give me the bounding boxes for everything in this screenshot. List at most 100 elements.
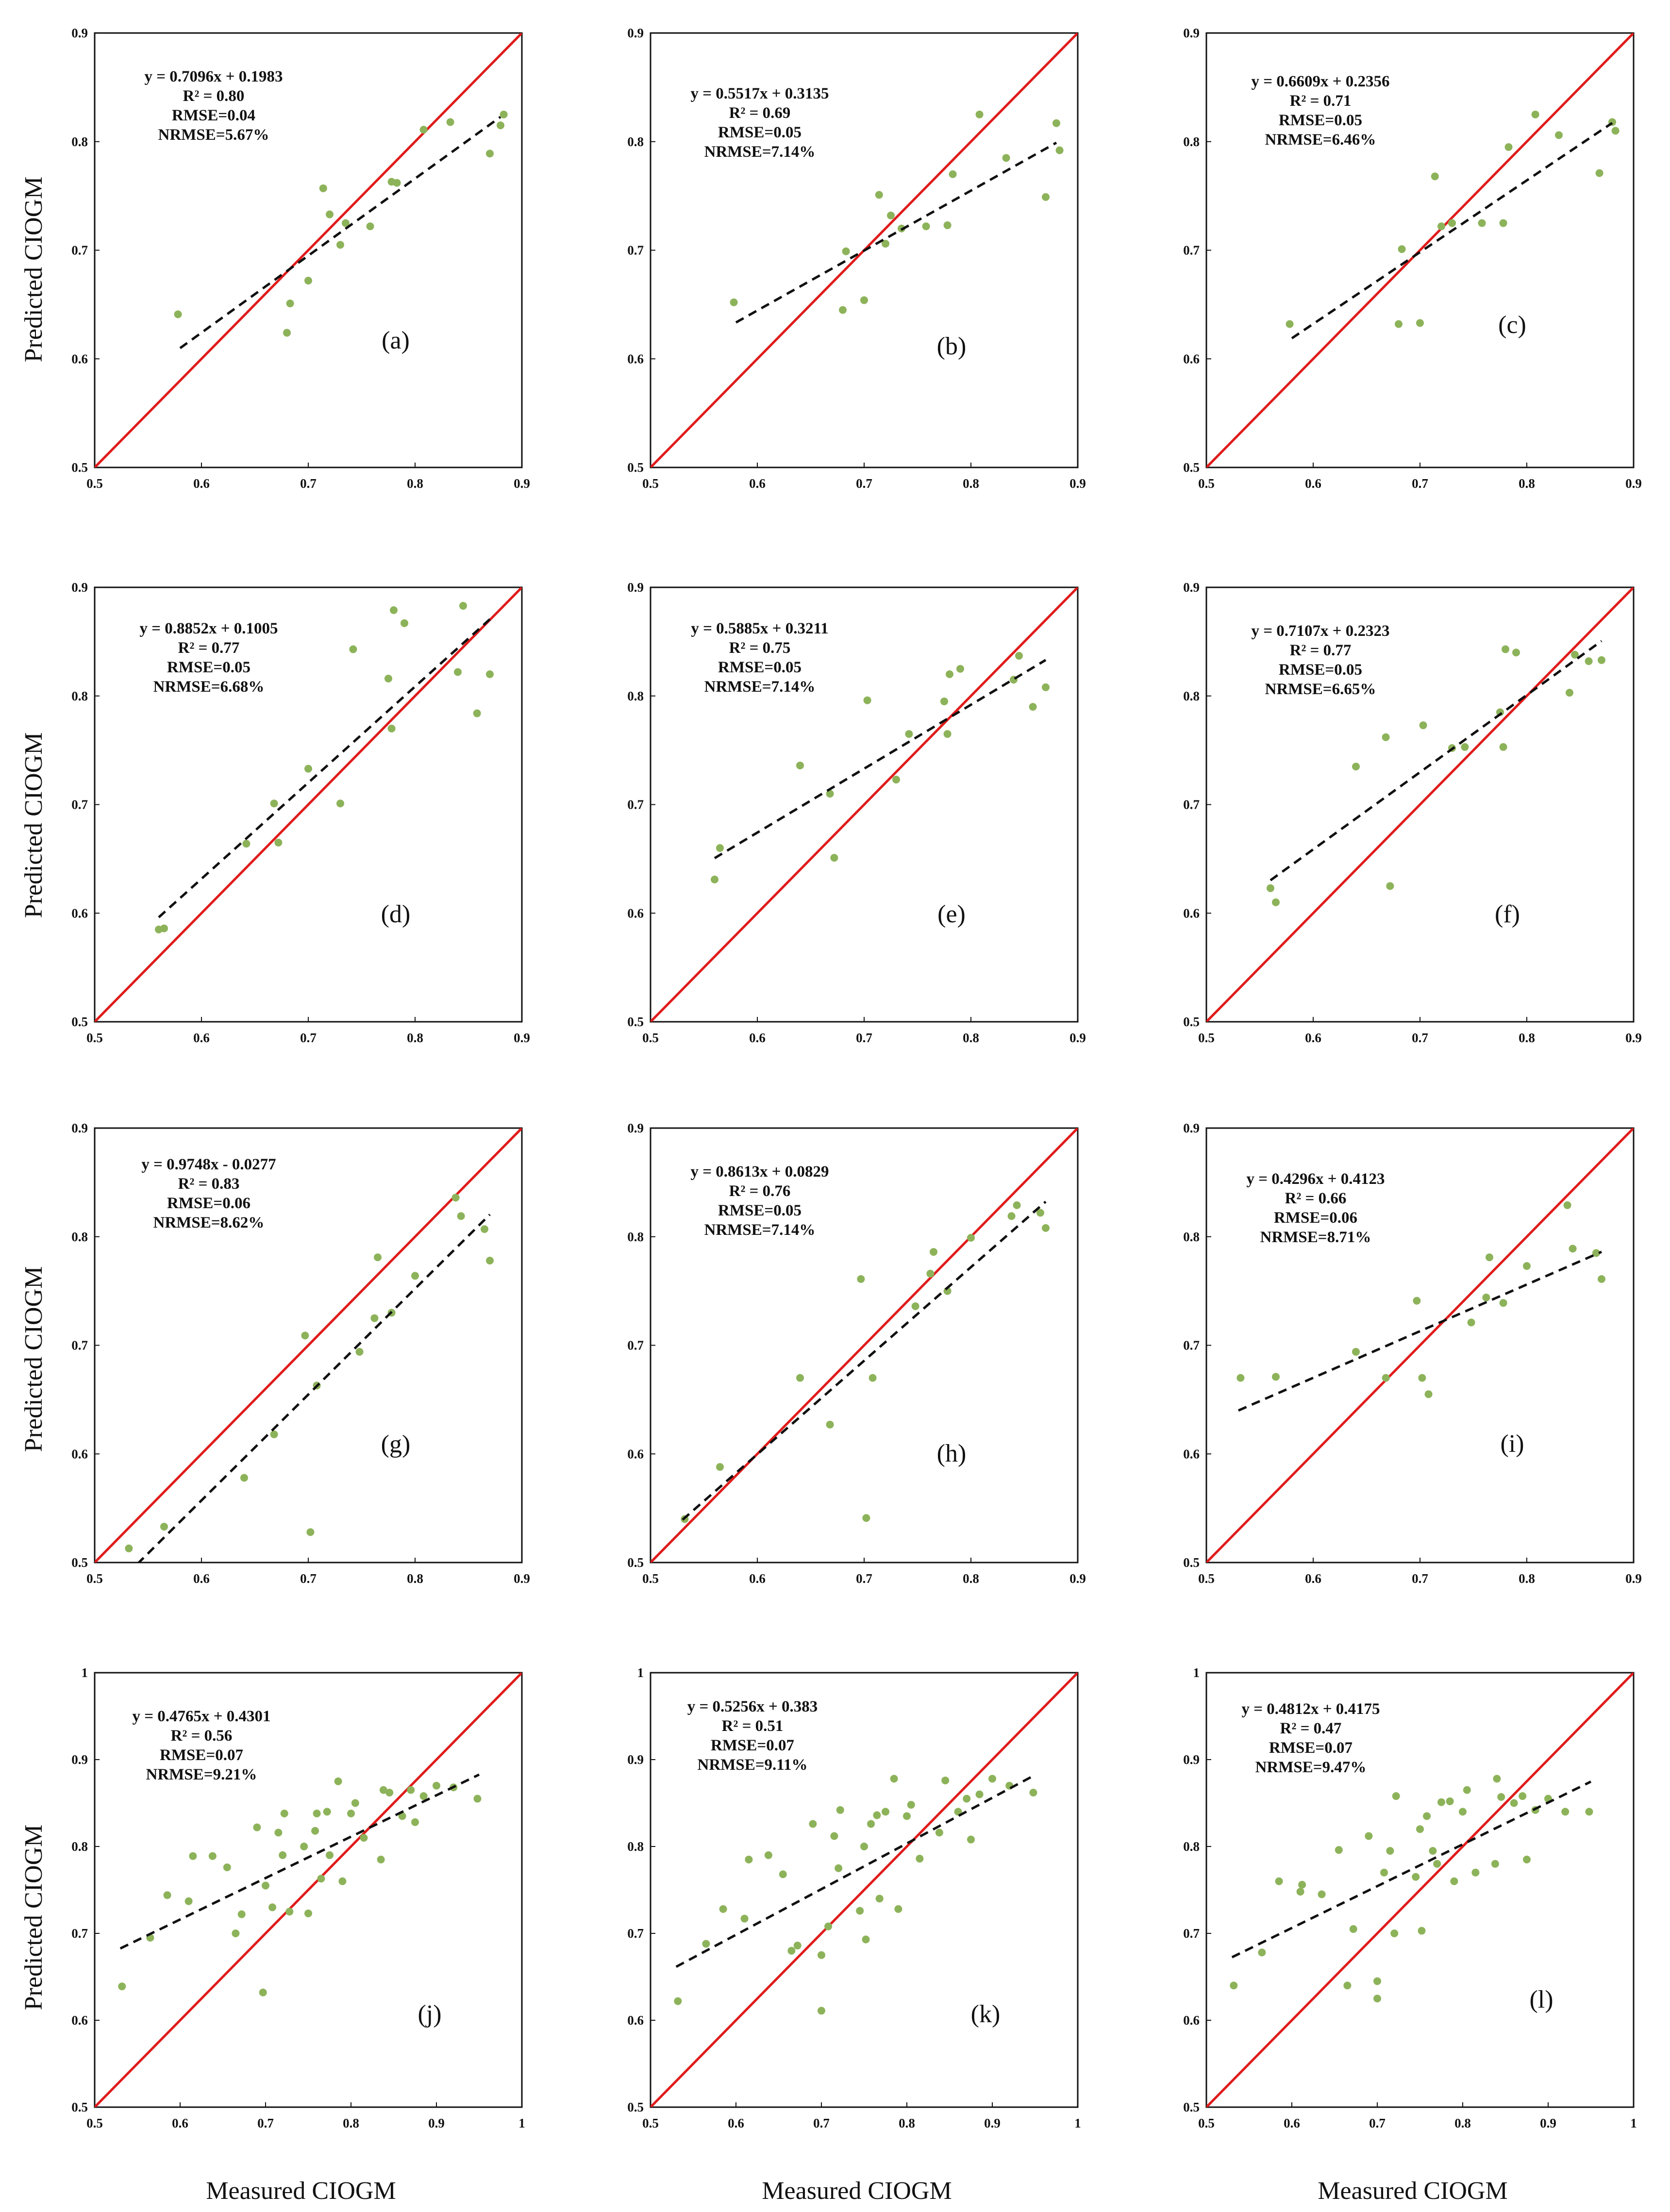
stats-annotation: NRMSE=7.14% — [704, 143, 816, 161]
y-tick-label: 0.9 — [627, 26, 644, 40]
data-point — [259, 1988, 267, 1996]
x-tick-label: 0.6 — [1305, 476, 1321, 491]
data-point — [905, 730, 913, 738]
data-point — [349, 645, 357, 653]
data-point — [1523, 1262, 1531, 1270]
panel-label: (b) — [937, 333, 967, 360]
identity-line — [651, 1673, 1078, 2107]
data-point — [875, 1895, 884, 1903]
data-point — [274, 1829, 283, 1837]
data-point — [719, 1905, 727, 1913]
y-tick-label: 0.9 — [71, 580, 88, 595]
y-tick-label: 0.7 — [627, 1926, 644, 1941]
y-tick-label: 0.5 — [627, 460, 644, 475]
data-point — [826, 1420, 834, 1429]
stats-annotation: R² = 0.56 — [171, 1727, 233, 1745]
data-point — [473, 709, 481, 717]
data-point — [1493, 1775, 1501, 1783]
x-tick-label: 0.6 — [749, 476, 766, 491]
x-tick-label: 0.7 — [1369, 2116, 1386, 2130]
x-tick-label: 0.7 — [856, 476, 872, 491]
data-point — [319, 184, 327, 192]
x-axis-label-col-3: Measured CIOGM — [1318, 2177, 1507, 2205]
stats-annotation: y = 0.5256x + 0.383 — [687, 1698, 818, 1715]
panel-label: (j) — [418, 2000, 441, 2028]
data-point — [1461, 743, 1469, 751]
data-point — [407, 1786, 415, 1794]
y-tick-label: 0.5 — [1183, 1015, 1200, 1029]
data-point — [860, 296, 868, 304]
data-point — [867, 1820, 875, 1828]
regression-line — [119, 1773, 480, 1950]
data-point — [1437, 1798, 1445, 1806]
data-point — [1592, 1249, 1600, 1257]
data-point — [856, 1907, 864, 1915]
x-tick-label: 0.6 — [749, 1571, 766, 1586]
data-point — [270, 799, 278, 808]
y-tick-label: 0.6 — [71, 906, 88, 920]
data-point — [1569, 1245, 1577, 1253]
plot-area — [1206, 33, 1634, 467]
data-point — [1365, 1832, 1373, 1840]
plot-area — [651, 587, 1078, 1022]
x-tick-label: 0.9 — [1069, 476, 1086, 491]
x-tick-label: 0.8 — [1454, 2116, 1471, 2130]
x-tick-label: 0.9 — [984, 2116, 1001, 2130]
x-tick-label: 0.6 — [1305, 1031, 1321, 1045]
data-point — [1286, 320, 1294, 328]
y-tick-label: 1 — [637, 1665, 644, 1680]
stats-annotation: RMSE=0.05 — [718, 1202, 802, 1219]
data-point — [1386, 882, 1394, 890]
data-point — [730, 298, 738, 306]
regression-line — [675, 1774, 1036, 1968]
x-tick-label: 1 — [1074, 2116, 1081, 2130]
data-point — [1499, 1299, 1507, 1307]
x-tick-label: 0.8 — [963, 1031, 979, 1045]
x-tick-label: 0.7 — [856, 1031, 872, 1045]
plot-area — [651, 1128, 1078, 1563]
data-point — [1042, 193, 1050, 201]
stats-annotation: RMSE=0.07 — [1269, 1739, 1353, 1757]
panel-label: (i) — [1500, 1430, 1524, 1458]
data-point — [1258, 1948, 1266, 1957]
stats-annotation: RMSE=0.07 — [160, 1746, 243, 1764]
plot-area — [651, 33, 1078, 467]
data-point — [860, 1843, 868, 1850]
x-tick-label: 0.7 — [813, 2116, 830, 2130]
data-point — [793, 1942, 802, 1950]
data-point — [988, 1775, 996, 1783]
data-point — [1497, 1793, 1505, 1801]
data-point — [1395, 320, 1403, 328]
data-point — [301, 1331, 309, 1340]
y-tick-label: 0.6 — [1183, 906, 1200, 920]
panel-label: (a) — [382, 327, 410, 354]
stats-annotation: RMSE=0.05 — [1279, 661, 1362, 679]
data-point — [384, 674, 392, 682]
panel-e: 0.5 0.6 0.7 0.8 0.9 0.5 0.6 0.7 0.8 0.9 y = 0.5885… — [627, 580, 1086, 1045]
regression-line — [1291, 122, 1613, 339]
data-point — [1419, 721, 1427, 730]
y-tick-label: 1 — [1193, 1665, 1200, 1680]
plot-frame — [1205, 1672, 1635, 2108]
stats-annotation: R² = 0.80 — [183, 87, 245, 105]
data-point — [1382, 1374, 1390, 1382]
panel-label: (l) — [1529, 1986, 1553, 2013]
stats-annotation: y = 0.4296x + 0.4123 — [1246, 1170, 1385, 1188]
y-tick-label: 0.7 — [627, 1338, 644, 1353]
x-tick-label: 0.5 — [1198, 1571, 1215, 1586]
data-point — [1416, 1825, 1424, 1833]
y-tick-label: 0.8 — [71, 134, 88, 149]
x-tick-label: 0.8 — [407, 1031, 423, 1045]
panel-h: 0.5 0.6 0.7 0.8 0.9 0.5 0.6 0.7 0.8 0.9 y = 0.8613… — [627, 1121, 1086, 1586]
stats-annotation: R² = 0.83 — [178, 1175, 240, 1193]
panel-f: 0.5 0.6 0.7 0.8 0.9 0.5 0.6 0.7 0.8 0.9 y = 0.7107… — [1183, 580, 1642, 1045]
y-tick-label: 0.5 — [627, 1015, 644, 1029]
data-point — [1373, 1995, 1381, 2003]
stats-annotation: NRMSE=9.11% — [698, 1756, 808, 1774]
x-tick-label: 0.9 — [1540, 2116, 1556, 2130]
y-tick-label: 0.8 — [1183, 1230, 1200, 1244]
stats-annotation: RMSE=0.04 — [172, 107, 255, 124]
data-point — [1013, 1201, 1021, 1209]
x-tick-label: 0.5 — [642, 1571, 659, 1586]
data-point — [1352, 1347, 1360, 1356]
